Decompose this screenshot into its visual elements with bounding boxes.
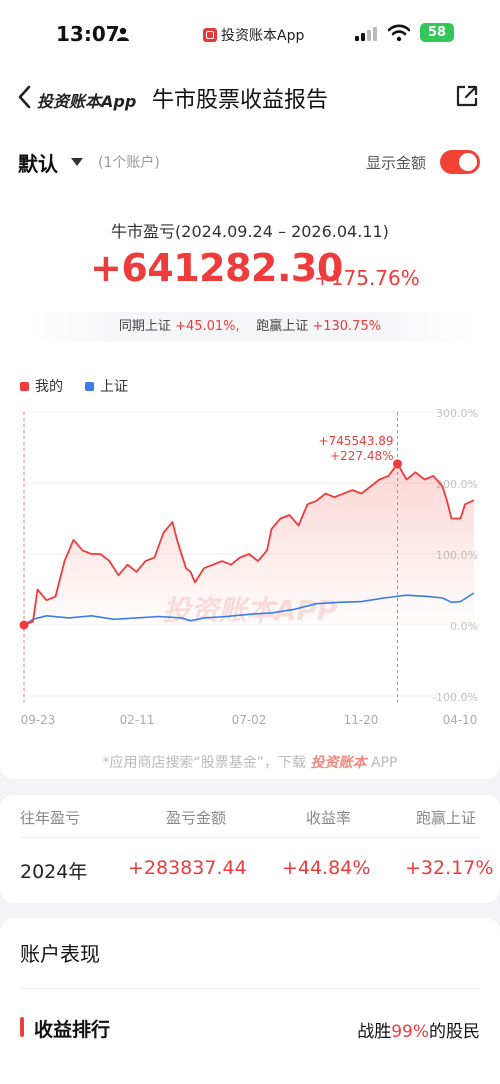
caret-down-icon[interactable] bbox=[70, 157, 84, 167]
rank-beat-suffix: 的股民 bbox=[429, 1022, 480, 1042]
legend-item-mine[interactable]: 我的 bbox=[20, 376, 63, 396]
y-tick-label: 200.0% bbox=[436, 478, 478, 491]
rank-accent-bar bbox=[20, 1017, 24, 1037]
show-amount-toggle[interactable] bbox=[440, 150, 480, 174]
battery-icon: 58 bbox=[420, 23, 454, 42]
rank-beat-pct: 99% bbox=[391, 1022, 429, 1042]
status-app-name: 投资账本App bbox=[221, 28, 305, 44]
page-title: 牛市股票收益报告 bbox=[152, 88, 329, 113]
nav-bar: 投资账本App 牛市股票收益报告 bbox=[0, 68, 500, 128]
back-button-label[interactable]: 投资账本App bbox=[37, 92, 137, 111]
account-performance-card: 账户表现 收益排行 战胜99%的股民 bbox=[0, 918, 500, 1084]
footnote-brand: 投资账本 bbox=[310, 755, 367, 771]
start-point bbox=[19, 620, 29, 630]
peak-point bbox=[393, 459, 402, 469]
peak-pct-label: +227.48% bbox=[330, 449, 393, 463]
total-profit: +641282.30 bbox=[90, 246, 343, 290]
rank-beat-text: 战胜99%的股民 bbox=[357, 1017, 480, 1042]
y-tick-label: -100.0% bbox=[432, 691, 478, 704]
profit-chart[interactable]: 300.0%200.0%100.0%0.0%-100.0%09-2302-110… bbox=[0, 398, 500, 738]
battery-level: 58 bbox=[427, 25, 447, 40]
footnote-app: APP bbox=[370, 755, 398, 771]
wifi-icon bbox=[388, 24, 410, 42]
legend-swatch-mine bbox=[20, 381, 29, 391]
legend-label-index: 上证 bbox=[100, 379, 128, 395]
table-row-beat: +32.17% bbox=[405, 857, 494, 879]
peak-amount-label: +745543.89 bbox=[319, 434, 394, 448]
period-label: 牛市盈亏(2024.09.24 – 2026.04.11) bbox=[111, 222, 389, 241]
app-logo-icon bbox=[203, 28, 217, 42]
legend-swatch-index bbox=[85, 381, 94, 391]
section-title: 账户表现 bbox=[20, 942, 100, 966]
legend-label-mine: 我的 bbox=[35, 379, 63, 395]
status-bar: 13:07 投资账本App 58 bbox=[0, 0, 500, 68]
y-tick-label: 300.0% bbox=[436, 407, 478, 420]
section-divider bbox=[20, 988, 480, 989]
status-app-indicator[interactable]: 投资账本App bbox=[203, 25, 304, 45]
share-icon[interactable] bbox=[455, 84, 479, 108]
yearly-profit-table: 往年盈亏 盈亏金额 收益率 跑赢上证 2024年 +283837.44 +44.… bbox=[0, 795, 500, 903]
table-header-year: 往年盈亏 bbox=[20, 809, 81, 827]
signal-icon bbox=[355, 27, 377, 41]
show-amount-label: 显示金额 bbox=[366, 154, 427, 172]
rank-beat-prefix: 战胜 bbox=[357, 1022, 392, 1042]
table-divider bbox=[20, 837, 480, 838]
status-time: 13:07 bbox=[56, 22, 120, 46]
chart-legend: 我的 上证 bbox=[20, 376, 128, 396]
compare-label-beat: 跑赢上证 bbox=[256, 319, 309, 334]
report-card: 默认 (1个账户) 显示金额 牛市盈亏(2024.09.24 – 2026.04… bbox=[0, 128, 500, 779]
x-tick-label: 11-20 bbox=[344, 713, 379, 727]
x-tick-label: 04-10 bbox=[443, 713, 478, 727]
rank-title: 收益排行 bbox=[34, 1019, 111, 1041]
table-header-amount: 盈亏金额 bbox=[166, 809, 227, 827]
account-count: (1个账户) bbox=[98, 155, 160, 171]
x-tick-label: 07-02 bbox=[232, 713, 267, 727]
compare-label-index: 同期上证 bbox=[118, 319, 171, 334]
series-area-mine bbox=[24, 463, 474, 625]
total-profit-pct: +175.76% bbox=[314, 266, 420, 290]
footnote-text: *应用商店搜索“股票基金”，下载 bbox=[102, 755, 307, 771]
table-row-rate: +44.84% bbox=[282, 857, 371, 879]
benchmark-compare: 同期上证 +45.01%, 跑赢上证 +130.75% bbox=[30, 312, 470, 342]
x-tick-label: 02-11 bbox=[120, 713, 155, 727]
series-line-index bbox=[23, 592, 475, 626]
legend-item-index[interactable]: 上证 bbox=[85, 376, 128, 396]
compare-value-beat: +130.75% bbox=[312, 319, 382, 334]
person-icon bbox=[117, 27, 129, 41]
back-chevron-icon[interactable] bbox=[16, 84, 34, 110]
account-selector[interactable]: 默认 bbox=[18, 152, 58, 176]
table-header-beat: 跑赢上证 bbox=[416, 809, 477, 827]
table-header-rate: 收益率 bbox=[306, 809, 352, 827]
download-footnote: *应用商店搜索“股票基金”，下载 投资账本 APP bbox=[0, 752, 500, 772]
table-row-amount: +283837.44 bbox=[128, 857, 247, 879]
x-tick-label: 09-23 bbox=[21, 713, 56, 727]
table-row-year: 2024年 bbox=[20, 861, 88, 883]
series-line-mine bbox=[23, 462, 475, 626]
compare-value-index: +45.01%, bbox=[175, 319, 240, 334]
